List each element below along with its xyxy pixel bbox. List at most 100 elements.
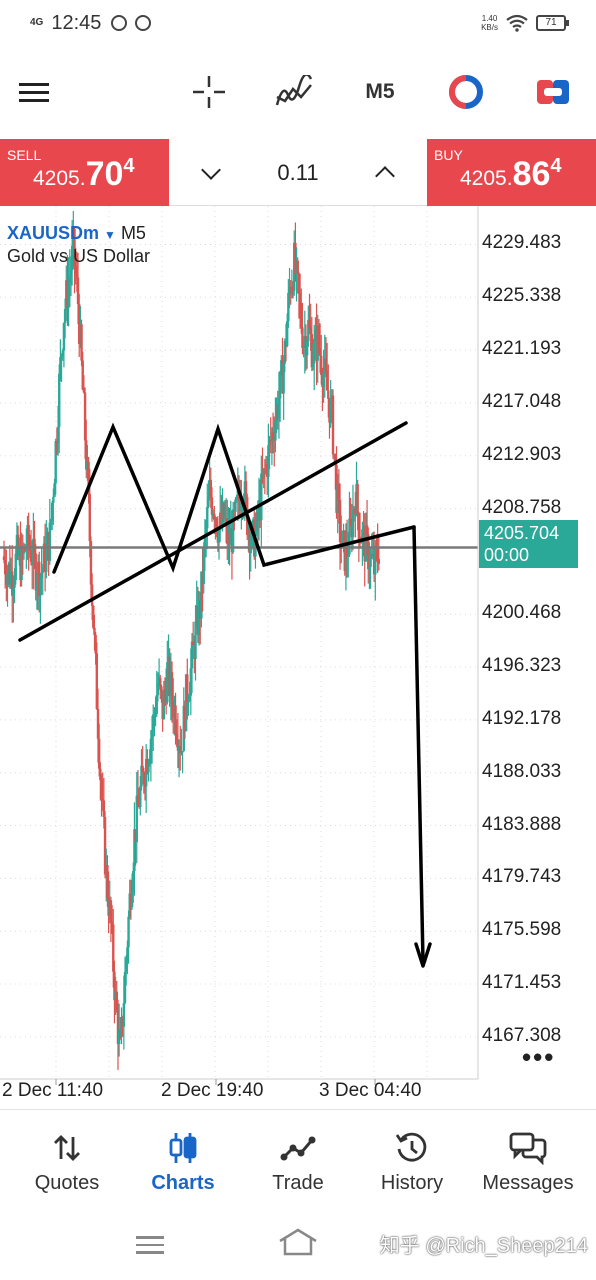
symbol-header[interactable]: XAUUSDm ▼ M5 — [7, 223, 146, 244]
candle-body — [112, 924, 115, 972]
candle-body — [85, 440, 88, 470]
chart-color-icon[interactable] — [446, 72, 486, 112]
candle-body — [58, 373, 61, 428]
candle-body — [162, 689, 165, 720]
candle-body — [29, 550, 33, 562]
candle-body — [240, 502, 243, 511]
candle-body — [33, 538, 36, 554]
candle-body — [100, 780, 103, 799]
candle-body — [255, 512, 258, 531]
candle-body — [136, 795, 140, 806]
candle-body — [35, 583, 39, 591]
price-tick-label: 4175.598 — [482, 919, 562, 941]
candle-body — [222, 503, 225, 520]
sync-icon — [135, 15, 152, 31]
time-axis-ticks — [55, 1079, 376, 1085]
candle-body — [154, 713, 157, 715]
candle-body — [250, 527, 254, 544]
target-arrow-head — [414, 942, 432, 968]
trade-icon[interactable] — [534, 72, 572, 112]
price-chart[interactable]: XAUUSDm ▼ M5 Gold vs US Dollar 4229.483 4… — [0, 206, 596, 1109]
candle-body — [73, 228, 76, 267]
decrease-lot-button[interactable] — [194, 159, 228, 187]
bottom-navigation: Quotes Charts Trade History Messages — [0, 1109, 596, 1209]
candle-body — [27, 525, 30, 548]
price-tick-label: 4179.743 — [482, 866, 562, 888]
candle-body — [305, 341, 309, 356]
price-tick-label: 4208.758 — [482, 496, 562, 518]
candle-body — [287, 292, 290, 322]
candle-body — [12, 587, 15, 596]
increase-lot-button[interactable] — [368, 153, 402, 193]
candle-body — [302, 346, 305, 349]
candle-body — [283, 341, 287, 364]
candle-body — [209, 479, 212, 498]
battery-indicator: 71 — [536, 15, 569, 31]
candle-body — [234, 499, 237, 512]
candle-body — [226, 518, 229, 544]
candle-body — [186, 674, 189, 703]
menu-icon[interactable] — [18, 72, 50, 112]
candle-body — [94, 634, 97, 654]
sell-label: SELL — [7, 147, 42, 163]
candle-body — [278, 371, 282, 399]
candle-body — [39, 578, 42, 596]
network-speed: 1.40 KB/s — [481, 14, 498, 32]
candle-body — [297, 273, 301, 294]
nav-trade[interactable]: Trade — [239, 1128, 357, 1195]
nav-charts[interactable]: Charts — [124, 1128, 242, 1195]
candle-body — [16, 534, 20, 556]
candle-body — [375, 545, 378, 547]
candlestick-chart[interactable] — [0, 206, 596, 1109]
chevron-down-icon — [200, 159, 221, 180]
candle-body — [99, 768, 102, 781]
candle-body — [83, 392, 87, 441]
candle-body — [60, 355, 63, 358]
candle-body — [200, 571, 203, 619]
symbol-description: Gold vs US Dollar — [7, 246, 151, 266]
time-label-2: 2 Dec 19:40 — [161, 1080, 264, 1101]
candle-body — [267, 445, 270, 477]
candle-body — [160, 686, 163, 692]
chevron-up-icon — [375, 165, 396, 186]
symbol-timeframe: M5 — [120, 223, 146, 243]
candle-body — [338, 500, 342, 543]
price-tick-label: 4225.338 — [482, 285, 562, 307]
candle-body — [28, 547, 32, 551]
buy-button[interactable]: BUY 4205.864 — [427, 139, 596, 206]
status-time: 12:45 — [51, 11, 102, 34]
nav-history[interactable]: History — [353, 1128, 471, 1195]
candle-body — [367, 534, 370, 570]
candle-body — [25, 547, 28, 551]
candle-body — [163, 689, 167, 691]
recent-apps-icon[interactable] — [136, 1231, 164, 1259]
candle-body — [109, 900, 113, 923]
more-options-icon[interactable]: ••• — [522, 1042, 556, 1072]
candle-body — [45, 544, 48, 572]
nav-messages[interactable]: Messages — [469, 1128, 587, 1195]
candle-body — [88, 493, 91, 542]
candle-body — [301, 327, 304, 349]
candle-body — [377, 558, 381, 564]
candle-body — [89, 541, 93, 585]
sell-button[interactable]: SELL 4205.704 — [0, 139, 169, 206]
candle-body — [141, 765, 144, 772]
candle-body — [325, 370, 329, 391]
indicators-icon[interactable] — [274, 72, 314, 112]
candle-body — [298, 293, 302, 304]
candle-body — [127, 916, 130, 948]
candle-body — [179, 746, 182, 753]
crosshair-icon[interactable] — [190, 72, 228, 112]
lot-size-value[interactable]: 0.11 — [277, 159, 319, 185]
candle-body — [155, 695, 158, 714]
candle-body — [285, 321, 289, 347]
candle-body — [320, 355, 323, 376]
candle-body — [14, 553, 17, 580]
network-indicator: 4G — [30, 17, 44, 28]
trade-nav-icon — [239, 1128, 357, 1168]
nav-quotes[interactable]: Quotes — [8, 1128, 126, 1195]
home-icon[interactable] — [278, 1227, 318, 1262]
timeframe-button[interactable]: M5 — [365, 80, 395, 103]
candle-body — [20, 545, 23, 581]
symbol-dropdown-icon: ▼ — [104, 228, 116, 242]
